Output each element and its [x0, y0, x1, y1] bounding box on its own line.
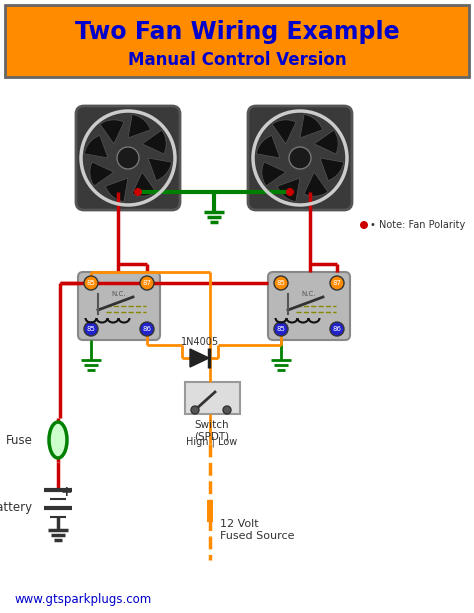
- Polygon shape: [190, 349, 209, 367]
- Circle shape: [134, 188, 142, 196]
- Text: 85: 85: [276, 280, 285, 286]
- Circle shape: [191, 406, 199, 414]
- Text: • Note: Fan Polarity: • Note: Fan Polarity: [370, 220, 465, 230]
- Text: Switch
(SPDT): Switch (SPDT): [194, 420, 229, 441]
- Wedge shape: [320, 158, 344, 181]
- Circle shape: [140, 276, 154, 290]
- Circle shape: [84, 276, 98, 290]
- Circle shape: [330, 322, 344, 336]
- FancyBboxPatch shape: [78, 272, 160, 340]
- Wedge shape: [304, 172, 328, 196]
- Text: 86: 86: [332, 326, 341, 332]
- Wedge shape: [100, 120, 124, 144]
- FancyBboxPatch shape: [268, 272, 350, 340]
- Text: 12 Volt
Fused Source: 12 Volt Fused Source: [220, 519, 294, 541]
- Ellipse shape: [49, 422, 67, 458]
- Text: 87: 87: [143, 280, 152, 286]
- Wedge shape: [300, 115, 322, 138]
- Text: N.C.: N.C.: [302, 291, 316, 297]
- Text: Fuse: Fuse: [6, 433, 33, 446]
- Wedge shape: [256, 135, 280, 158]
- Circle shape: [223, 406, 231, 414]
- FancyBboxPatch shape: [76, 106, 180, 210]
- Text: 85: 85: [87, 280, 95, 286]
- Wedge shape: [132, 172, 156, 196]
- Text: Battery: Battery: [0, 501, 33, 514]
- Wedge shape: [277, 178, 300, 202]
- Text: High | Low: High | Low: [186, 436, 237, 447]
- Text: 1N4005: 1N4005: [181, 337, 219, 347]
- Text: 85: 85: [276, 326, 285, 332]
- Bar: [207, 500, 213, 522]
- Text: www.gtsparkplugs.com: www.gtsparkplugs.com: [15, 593, 152, 606]
- Text: Manual Control Version: Manual Control Version: [128, 51, 346, 69]
- Wedge shape: [90, 162, 114, 186]
- Wedge shape: [142, 130, 166, 154]
- Wedge shape: [105, 178, 128, 202]
- Text: 85: 85: [87, 326, 95, 332]
- Text: 86: 86: [143, 326, 152, 332]
- Circle shape: [140, 322, 154, 336]
- Text: N.C.: N.C.: [112, 291, 126, 297]
- Bar: [5, 5, 469, 77]
- Circle shape: [330, 276, 344, 290]
- Wedge shape: [128, 115, 151, 138]
- Wedge shape: [84, 135, 108, 158]
- FancyBboxPatch shape: [248, 106, 352, 210]
- Circle shape: [286, 188, 294, 196]
- Circle shape: [289, 147, 311, 169]
- Wedge shape: [148, 158, 172, 181]
- Bar: [185, 382, 240, 414]
- Circle shape: [274, 322, 288, 336]
- Wedge shape: [314, 130, 338, 154]
- Wedge shape: [262, 162, 286, 186]
- Wedge shape: [272, 120, 296, 144]
- Text: 87: 87: [332, 280, 341, 286]
- Circle shape: [274, 276, 288, 290]
- Text: +: +: [60, 485, 72, 499]
- Circle shape: [360, 221, 368, 229]
- Text: Two Fan Wiring Example: Two Fan Wiring Example: [75, 20, 399, 44]
- Circle shape: [84, 322, 98, 336]
- Circle shape: [117, 147, 139, 169]
